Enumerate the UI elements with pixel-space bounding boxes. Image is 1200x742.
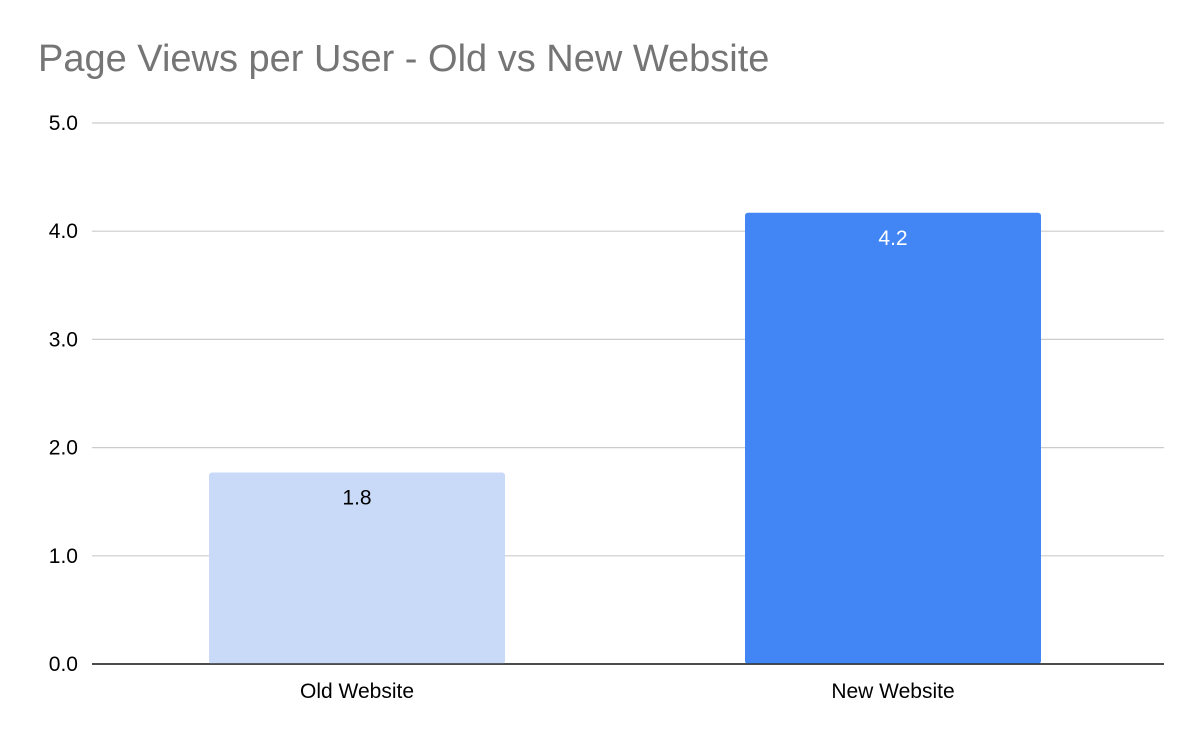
y-tick-label: 1.0 xyxy=(49,545,78,568)
x-tick-label: Old Website xyxy=(300,680,414,703)
y-tick-label: 3.0 xyxy=(49,328,78,351)
y-tick-label: 4.0 xyxy=(49,220,78,243)
y-tick-label: 2.0 xyxy=(49,437,78,460)
chart-title: Page Views per User - Old vs New Website xyxy=(38,38,770,80)
y-tick-label: 5.0 xyxy=(49,112,78,135)
bar-old-website xyxy=(209,472,505,664)
y-tick-label: 0.0 xyxy=(49,653,78,676)
x-tick-label: New Website xyxy=(831,680,954,703)
data-label: 1.8 xyxy=(342,486,371,509)
data-label: 4.2 xyxy=(878,227,907,250)
bar-new-website xyxy=(745,212,1041,664)
